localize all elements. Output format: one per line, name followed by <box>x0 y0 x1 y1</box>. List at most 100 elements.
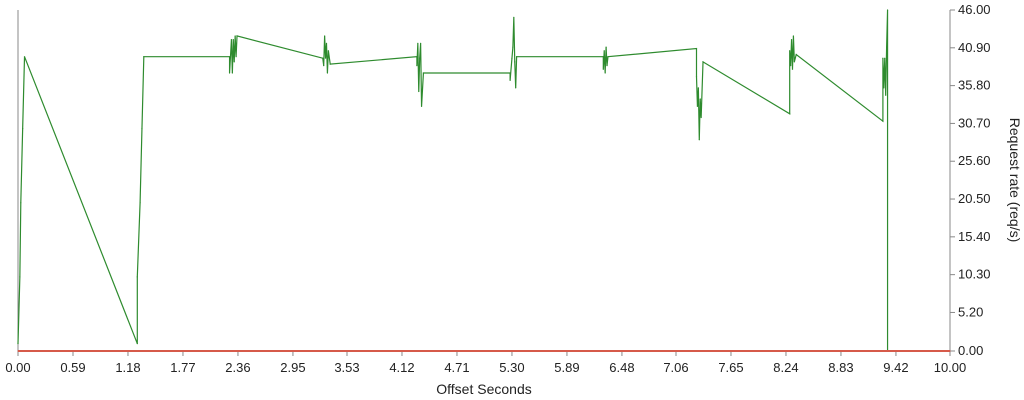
data-point <box>515 87 517 89</box>
data-point <box>883 87 885 89</box>
data-point <box>416 56 418 58</box>
data-point <box>696 105 699 107</box>
data-point <box>326 72 329 74</box>
y-tick-label: 15.40 <box>958 229 991 244</box>
data-point <box>791 68 794 70</box>
data-point <box>789 50 791 52</box>
data-point <box>230 39 233 41</box>
data-point <box>882 120 884 122</box>
y-tick-label: 5.20 <box>958 304 983 319</box>
data-point <box>509 72 511 74</box>
x-axis: 0.00 0.59 1.18 1.77 2.36 2.95 3.53 4.12 4.71 5.30… <box>5 10 966 375</box>
data-point <box>322 57 324 59</box>
y-tick-label: 25.60 <box>958 153 991 168</box>
data-point <box>511 57 513 59</box>
data-point <box>17 342 19 345</box>
data-point <box>514 61 516 63</box>
data-point <box>882 57 884 59</box>
x-tick-label: 7.06 <box>663 360 688 375</box>
x-tick-label: 7.65 <box>718 360 743 375</box>
data-point <box>231 72 233 74</box>
data-point <box>699 98 701 100</box>
x-tick-label: 8.83 <box>828 360 853 375</box>
x-axis-title: Offset Seconds <box>436 381 531 397</box>
x-tick-label: 2.95 <box>280 360 305 375</box>
y-tick-label: 35.80 <box>958 78 991 93</box>
y-tick-label: 20.50 <box>958 191 991 206</box>
data-point <box>324 35 326 37</box>
data-point <box>789 113 791 115</box>
data-point <box>695 76 698 78</box>
data-point <box>417 42 419 44</box>
y-tick-label: 46.00 <box>958 2 991 17</box>
x-tick-label: 1.18 <box>115 360 140 375</box>
data-point <box>604 72 606 74</box>
data-point <box>949 350 951 352</box>
data-point <box>790 65 792 67</box>
y-tick-label: 40.90 <box>958 40 991 55</box>
data-point <box>232 39 234 41</box>
data-point <box>17 350 19 352</box>
data-point <box>141 128 143 130</box>
data-point <box>697 87 699 89</box>
data-point <box>418 90 420 93</box>
data-point <box>325 42 328 44</box>
data-point <box>236 35 238 37</box>
data-point <box>419 57 421 59</box>
data-point <box>233 61 235 63</box>
data-point <box>607 56 609 58</box>
x-tick-label: 4.71 <box>444 360 469 375</box>
data-point <box>323 65 325 67</box>
data-point <box>606 65 608 67</box>
y-tick-label: 0.00 <box>958 343 983 358</box>
data-point <box>886 46 888 48</box>
data-point <box>884 57 886 59</box>
y-axis: 0.00 5.20 10.30 15.40 20.50 25.60 30.70 35.80 40… <box>949 2 991 358</box>
data-point <box>234 35 236 37</box>
data-point <box>327 50 329 52</box>
data-point <box>22 128 24 130</box>
data-point <box>603 50 605 52</box>
data-point <box>20 202 22 204</box>
x-tick-label: 9.42 <box>883 360 908 375</box>
data-point <box>228 56 231 58</box>
data-point <box>329 63 331 65</box>
data-point <box>702 61 704 63</box>
data-point <box>420 105 423 107</box>
data-point <box>605 46 607 48</box>
x-tick-label: 0.59 <box>60 360 85 375</box>
data-point <box>143 56 145 58</box>
series-line-1 <box>17 9 889 351</box>
x-tick-label: 5.89 <box>554 360 579 375</box>
data-point <box>792 35 795 37</box>
series-layer <box>17 9 951 352</box>
data-point <box>19 276 21 278</box>
x-tick-label: 1.77 <box>170 360 195 375</box>
x-tick-label: 4.12 <box>389 360 414 375</box>
y-axis-title: Request rate (req/s) <box>1007 118 1023 243</box>
data-point <box>513 16 515 19</box>
y-tick-label: 30.70 <box>958 115 991 130</box>
data-point <box>420 42 422 44</box>
x-tick-label: 2.36 <box>225 360 250 375</box>
data-point <box>793 61 795 63</box>
x-tick-label: 0.00 <box>5 360 30 375</box>
data-point <box>509 79 511 82</box>
x-tick-label: 5.30 <box>499 360 524 375</box>
data-point <box>602 56 604 58</box>
x-tick-label: 10.00 <box>934 360 967 375</box>
data-point <box>700 116 702 119</box>
data-point <box>602 68 604 70</box>
data-point <box>136 342 138 345</box>
data-point <box>512 46 514 48</box>
data-point <box>136 276 138 278</box>
data-point <box>422 72 425 74</box>
data-point <box>235 56 237 58</box>
data-point <box>698 139 700 141</box>
data-point <box>23 56 26 58</box>
y-tick-label: 10.30 <box>958 267 991 282</box>
data-point <box>885 94 887 96</box>
data-point <box>228 72 231 74</box>
x-tick-label: 8.24 <box>773 360 798 375</box>
